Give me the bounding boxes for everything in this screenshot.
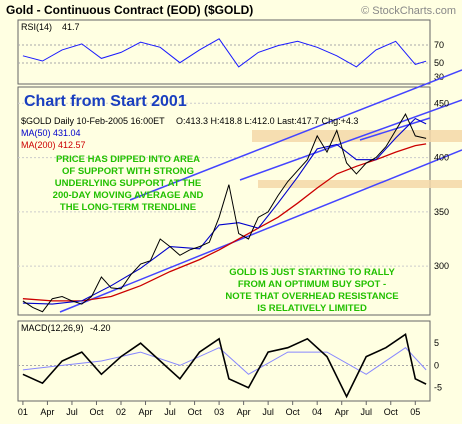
macd-tick-label: 5 — [434, 338, 439, 348]
time-tick-label: Apr — [237, 407, 251, 417]
time-tick-label: Oct — [384, 407, 399, 417]
annotation-support-line-5: THE LONG-TERM TRENDLINE — [60, 202, 196, 213]
rsi-tick-30: 30 — [434, 72, 444, 82]
trendline-upper — [129, 69, 462, 201]
macd-line — [22, 332, 427, 399]
annotation-rally-line-4: IS RELATIVELY LIMITED — [257, 303, 367, 314]
annotation-support-line-3: UNDERLYING SUPPORT AT THE — [55, 178, 201, 189]
support-zone-upper — [252, 130, 462, 142]
price-line — [22, 113, 427, 313]
price-ohlc: O:413.3 H:418.8 L:412.0 Last:417.7 Chg:+… — [176, 116, 358, 126]
macd-signal-line — [22, 347, 427, 375]
rsi-label: RSI(14) — [21, 22, 52, 32]
macd-value: -4.20 — [90, 323, 111, 333]
chart-title: Gold - Continuous Contract (EOD) ($GOLD) — [6, 3, 253, 17]
macd-tick-label: 0 — [434, 360, 439, 370]
time-tick-label: Apr — [40, 407, 54, 417]
price-info-line: $GOLD Daily 10-Feb-2005 16:00ET — [21, 116, 165, 126]
ma200-legend: MA(200) 412.57 — [21, 140, 86, 150]
annotation-support: PRICE HAS DIPPED INTO AREA OF SUPPORT WI… — [53, 154, 204, 213]
time-tick-label: 03 — [214, 407, 224, 417]
time-tick-label: Apr — [139, 407, 153, 417]
macd-axis: 5 0 -5 — [434, 338, 442, 392]
source-credit: © StockCharts.com — [361, 5, 456, 17]
time-tick-label: Jul — [164, 407, 176, 417]
annotation-rally-line-2: FROM AN OPTIMUM BUY SPOT - — [238, 279, 386, 290]
ma50-line — [22, 117, 427, 305]
annotation-rally: GOLD IS JUST STARTING TO RALLY FROM AN O… — [225, 267, 398, 314]
time-tick-label: 01 — [18, 407, 28, 417]
time-tick-label: Jul — [66, 407, 78, 417]
price-panel: 300 350 400 450 Chart from Start 2001 $GOLD… — [17, 69, 462, 316]
time-tick-label: Jul — [360, 407, 372, 417]
macd-label: MACD(12,26,9) — [21, 323, 84, 333]
price-tick-label: 350 — [434, 207, 449, 217]
price-tick-label: 400 — [434, 153, 449, 163]
annotation-rally-line-3: NOTE THAT OVERHEAD RESISTANCE — [225, 291, 398, 302]
annotation-rally-line-1: GOLD IS JUST STARTING TO RALLY — [229, 267, 395, 278]
trendline-short — [359, 117, 431, 141]
time-tick-label: Oct — [286, 407, 301, 417]
time-tick-label: Oct — [89, 407, 104, 417]
trendline-lower — [59, 149, 462, 313]
time-tick-label: Jul — [262, 407, 274, 417]
annotation-support-line-1: PRICE HAS DIPPED INTO AREA — [56, 154, 200, 165]
time-tick-label: Apr — [335, 407, 349, 417]
price-tick-label: 300 — [434, 261, 449, 271]
time-tick-label: 05 — [410, 407, 420, 417]
macd-tick-label: -5 — [434, 383, 442, 393]
time-tick-label: Oct — [188, 407, 203, 417]
annotation-support-line-4: 200-DAY MOVING AVERAGE AND — [53, 190, 204, 201]
trendline-mid — [239, 99, 462, 181]
support-zone-lower — [258, 180, 462, 188]
price-grid — [18, 102, 430, 267]
rsi-value: 41.7 — [62, 22, 80, 32]
time-axis: 01 Apr Jul Oct 02 Apr Jul Oct 03 Apr Jul Oct 04 Apr Ju… — [18, 401, 420, 417]
rsi-panel: RSI(14) 41.7 70 50 30 — [17, 19, 444, 85]
rsi-tick-70: 70 — [434, 40, 444, 50]
price-axis: 300 350 400 450 — [434, 98, 449, 271]
macd-panel: MACD(12,26,9) -4.20 5 0 -5 — [17, 320, 442, 402]
rsi-tick-50: 50 — [434, 58, 444, 68]
chart-banner: Chart from Start 2001 — [24, 93, 187, 110]
annotation-support-line-2: OF SUPPORT WITH STRONG — [62, 166, 194, 177]
rsi-line — [22, 38, 427, 68]
ma50-legend: MA(50) 431.04 — [21, 128, 81, 138]
price-tick-label: 450 — [434, 98, 449, 108]
time-tick-label: 04 — [312, 407, 322, 417]
time-tick-label: 02 — [116, 407, 126, 417]
